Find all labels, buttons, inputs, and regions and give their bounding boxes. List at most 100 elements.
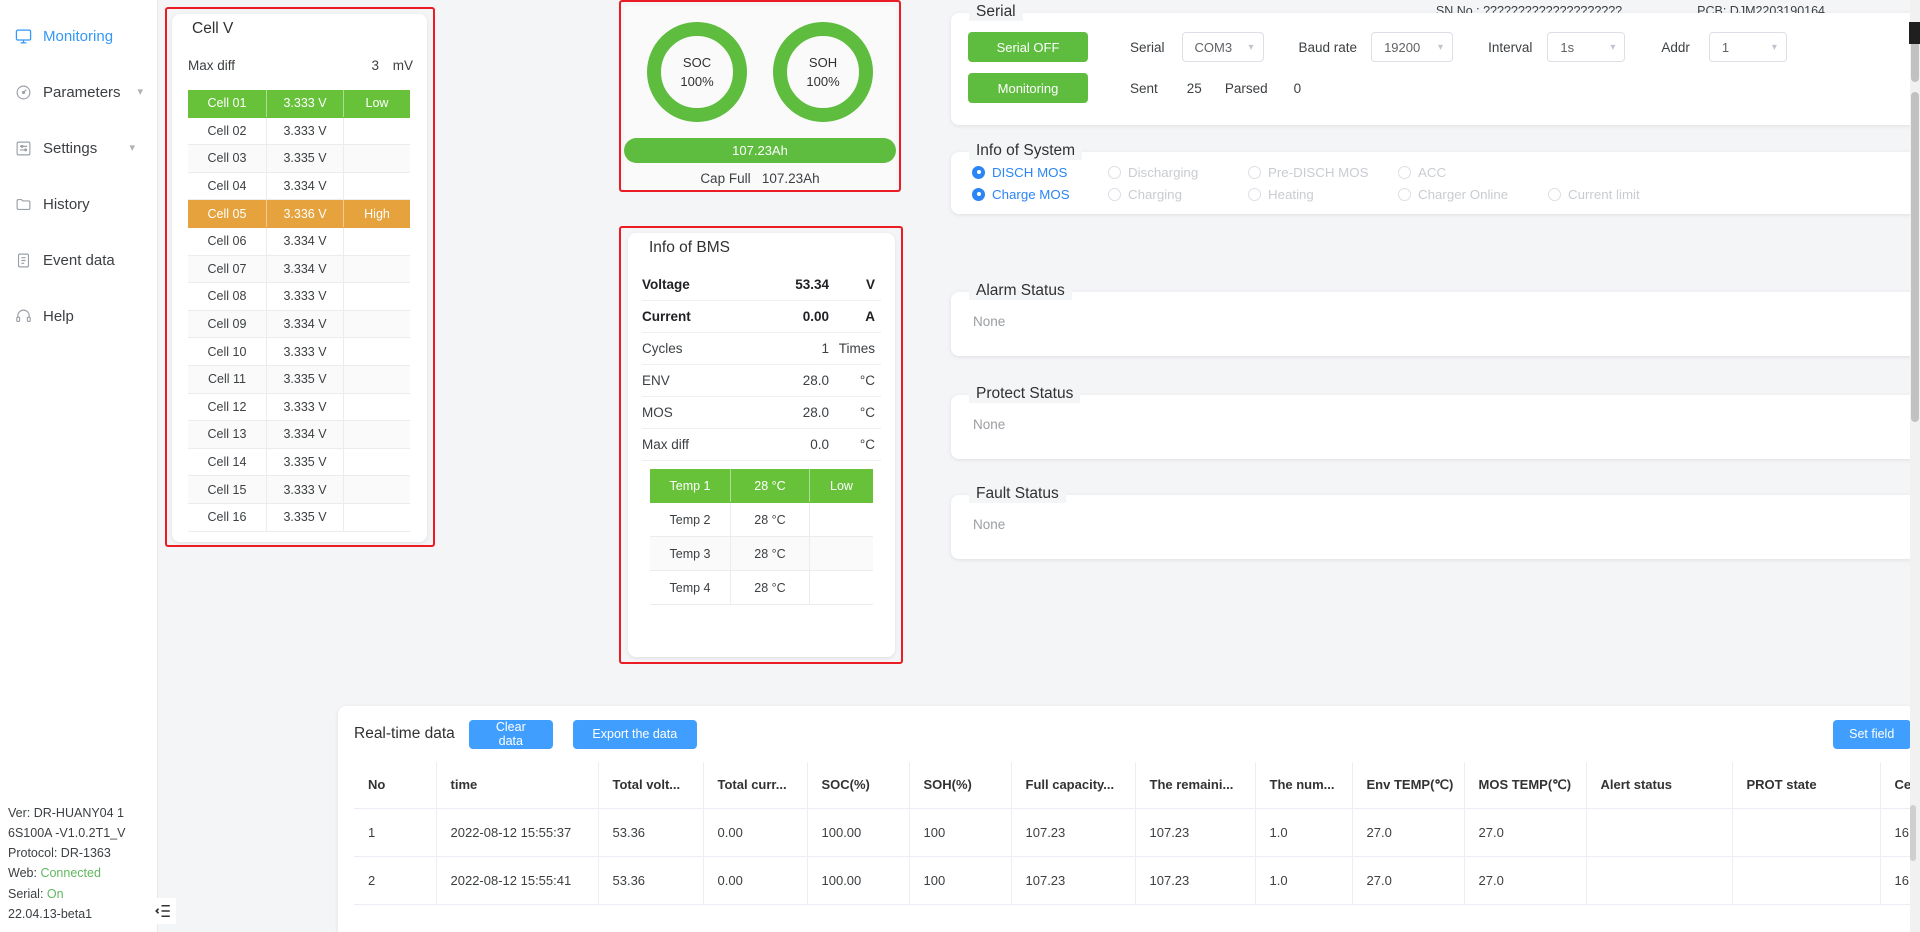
addr-select[interactable]: 1 ▾ xyxy=(1708,32,1787,62)
system-flag-label: Charger Online xyxy=(1418,186,1509,202)
capacity-bar: 107.23Ah xyxy=(624,138,896,163)
alarm-status-value: None xyxy=(973,314,1006,329)
table-row[interactable]: 1 2022-08-12 15:55:37 53.36 0.00 100.00 100 10… xyxy=(354,808,1920,857)
sidebar-item-label: Help xyxy=(43,307,74,325)
sidebar-footer: Ver: DR-HUANY04 1 6S100A -V1.0.2T1_V Pro… xyxy=(0,803,158,925)
realtime-column-header[interactable]: MOS TEMP(℃) xyxy=(1464,762,1587,809)
temperature-value: 28 °C xyxy=(730,537,810,570)
protocol-line: Protocol: DR-1363 xyxy=(8,846,111,860)
interval-select[interactable]: 1s ▾ xyxy=(1547,32,1626,62)
realtime-table-scroll-area[interactable]: No time Total volt... Total curr... SOC(%) SO… xyxy=(354,762,1920,932)
chevron-down-icon: ▾ xyxy=(137,85,143,98)
table-cell xyxy=(1732,856,1881,905)
system-flag-disch-mos[interactable]: DISCH MOS xyxy=(972,165,1108,180)
cell-name: Cell 02 xyxy=(207,123,247,138)
cell-row: Cell 16 3.335 V xyxy=(188,503,410,532)
cell-row: Cell 11 3.335 V xyxy=(188,365,410,394)
system-flag-acc[interactable]: ACC xyxy=(1398,165,1548,180)
system-flag-pre-disch-mos[interactable]: Pre-DISCH MOS xyxy=(1248,165,1398,180)
realtime-column-header[interactable]: SOH(%) xyxy=(909,762,1012,809)
page-scrollbar-thumb[interactable] xyxy=(1911,22,1919,82)
collapse-menu-icon[interactable] xyxy=(150,898,176,924)
cell-voltage: 3.333 V xyxy=(266,117,344,145)
system-flag-label: Discharging xyxy=(1128,164,1199,180)
cell-name: Cell 06 xyxy=(207,234,247,249)
cell-voltage: 3.335 V xyxy=(266,503,344,531)
baud-rate-select[interactable]: 19200 ▾ xyxy=(1371,32,1454,62)
table-cell: 53.36 xyxy=(598,808,704,857)
chevron-down-icon: ▾ xyxy=(1438,41,1444,53)
system-flag-charger-online[interactable]: Charger Online xyxy=(1398,187,1548,202)
cell-voltage: 3.334 V xyxy=(266,227,344,255)
sidebar-item-parameters[interactable]: Parameters ▾ xyxy=(0,64,157,120)
bms-reading-value: 28.0 xyxy=(802,405,829,420)
sidebar-item-monitoring[interactable]: Monitoring xyxy=(0,8,157,64)
fault-status-title: Fault Status xyxy=(969,485,1066,503)
serial-counters-row: Monitoring Sent 25 Parsed 0 xyxy=(951,73,1920,103)
export-data-button[interactable]: Export the data xyxy=(572,719,697,749)
set-field-button[interactable]: Set field xyxy=(1832,719,1911,749)
cell-name: Cell 14 xyxy=(207,455,247,470)
table-scrollbar-thumb[interactable] xyxy=(1910,805,1916,861)
serial-toggle-button[interactable]: Serial OFF xyxy=(968,32,1088,62)
bms-reading-label: Current xyxy=(642,309,691,324)
page-scrollbar-thumb-secondary[interactable] xyxy=(1911,92,1919,422)
system-flag-charge-mos[interactable]: Charge MOS xyxy=(972,187,1108,202)
bms-reading-value: 0.0 xyxy=(810,437,829,452)
table-cell xyxy=(1586,808,1733,857)
sidebar-item-history[interactable]: History xyxy=(0,176,157,232)
realtime-column-header[interactable]: PROT state xyxy=(1732,762,1881,809)
realtime-column-header[interactable]: Alert status xyxy=(1586,762,1733,809)
document-icon xyxy=(15,252,32,269)
realtime-column-header[interactable]: Env TEMP(℃) xyxy=(1352,762,1465,809)
cell-voltage: 3.336 V xyxy=(266,200,344,227)
bms-reading-label: ENV xyxy=(642,373,670,388)
interval-label: Interval xyxy=(1488,39,1533,55)
table-cell: 2 xyxy=(354,856,437,905)
bms-reading-value: 28.0 xyxy=(802,373,829,388)
system-flag-heating[interactable]: Heating xyxy=(1248,187,1398,202)
sidebar-item-help[interactable]: Help xyxy=(0,288,157,344)
cell-row: Cell 14 3.335 V xyxy=(188,448,410,477)
realtime-column-header[interactable]: Total curr... xyxy=(703,762,808,809)
system-flag-label: Charge MOS xyxy=(992,186,1070,202)
table-cell: 107.23 xyxy=(1011,808,1136,857)
table-cell: 100 xyxy=(909,808,1012,857)
cell-name: Cell 03 xyxy=(207,151,247,166)
realtime-column-header[interactable]: SOC(%) xyxy=(807,762,910,809)
cell-row: Cell 13 3.334 V xyxy=(188,421,410,449)
sliders-icon xyxy=(15,140,32,157)
realtime-column-header[interactable]: No xyxy=(354,762,437,809)
folder-icon xyxy=(15,196,32,213)
serial-port-select[interactable]: COM3 ▾ xyxy=(1181,32,1264,62)
bms-reading-label: Cycles xyxy=(642,341,683,356)
bms-reading-unit: °C xyxy=(859,373,875,388)
realtime-column-header[interactable]: The remaini... xyxy=(1135,762,1256,809)
system-flag-discharging[interactable]: Discharging xyxy=(1108,165,1248,180)
cell-name: Cell 15 xyxy=(207,482,247,497)
table-cell: 100 xyxy=(909,856,1012,905)
radio-indicator-icon xyxy=(1398,165,1411,179)
monitoring-button[interactable]: Monitoring xyxy=(968,73,1088,103)
realtime-column-header[interactable]: time xyxy=(436,762,599,809)
soc-soh-panel: SOC 100% SOH 100% 107.23Ah Cap Full 107.… xyxy=(624,6,896,192)
bms-reading-value: 53.34 xyxy=(795,277,829,292)
sent-label: Sent xyxy=(1130,80,1158,96)
sidebar-item-event-data[interactable]: Event data xyxy=(0,232,157,288)
table-cell: 53.36 xyxy=(598,856,704,905)
web-status-line: Web: Connected xyxy=(8,863,150,883)
page-scrollbar-track[interactable] xyxy=(1910,0,1920,932)
table-row[interactable]: 2 2022-08-12 15:55:41 53.36 0.00 100.00 100 10… xyxy=(354,856,1920,905)
temperature-table: Temp 1 28 °C Low Temp 2 28 °C Temp 3 28 °C Temp… xyxy=(650,469,873,605)
cell-row: Cell 02 3.333 V xyxy=(188,117,410,146)
realtime-column-header[interactable]: The num... xyxy=(1255,762,1353,809)
system-flag-current-limit[interactable]: Current limit xyxy=(1548,187,1708,202)
realtime-column-header[interactable]: Full capacity... xyxy=(1011,762,1136,809)
cell-voltage: 3.334 V xyxy=(266,421,344,448)
chevron-down-icon: ▾ xyxy=(129,141,135,154)
headset-icon xyxy=(15,308,32,325)
sidebar-item-settings[interactable]: Settings ▾ xyxy=(0,120,157,176)
realtime-column-header[interactable]: Total volt... xyxy=(598,762,704,809)
clear-data-button[interactable]: Clear data xyxy=(468,719,553,749)
system-flag-charging[interactable]: Charging xyxy=(1108,187,1248,202)
